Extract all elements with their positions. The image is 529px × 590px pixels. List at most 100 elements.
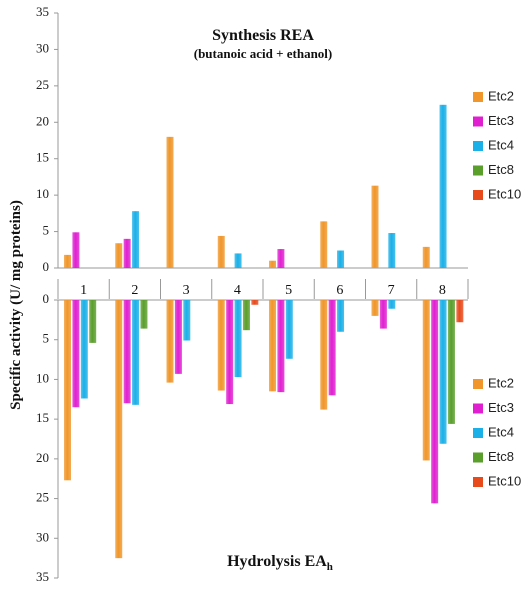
bar-hydrolysis-etc2 (64, 300, 71, 481)
category-label: 8 (439, 283, 446, 298)
bottom-y-tick-label: 15 (36, 410, 49, 425)
top-legend-label-etc2: Etc2 (488, 88, 514, 103)
synthesis-panel: 1 2 3 4 5 6 7 8 0 5 10 15 20 25 30 35 (36, 4, 469, 299)
category-label: 3 (183, 283, 190, 298)
category-label: 7 (388, 283, 395, 298)
bar-synthesis-etc4 (234, 253, 242, 268)
bottom-legend-swatch-etc4 (473, 428, 483, 438)
bar-hydrolysis-etc3 (431, 300, 439, 504)
bottom-title-main: Hydrolysis EA (227, 553, 327, 570)
bar-synthesis-etc2 (217, 235, 225, 268)
bar-hydrolysis-etc2 (371, 300, 379, 316)
category-label: 5 (285, 283, 292, 298)
bottom-y-tick-label: 20 (36, 450, 49, 465)
top-legend-label-etc3: Etc3 (488, 113, 514, 128)
bar-hydrolysis-etc8 (242, 300, 250, 331)
category-label: 1 (80, 283, 87, 298)
bar-hydrolysis-etc4 (234, 300, 242, 378)
top-legend-swatch-etc3 (473, 116, 483, 127)
top-y-tick-label: 30 (36, 40, 49, 55)
top-y-tick-label: 15 (36, 150, 49, 165)
category-label: 2 (131, 283, 138, 298)
top-legend-label-etc10: Etc10 (488, 186, 521, 201)
top-legend-swatch-etc4 (473, 141, 483, 151)
top-y-tick-label: 35 (36, 4, 49, 19)
bar-synthesis-etc3 (277, 249, 285, 268)
top-y-tick-label: 0 (43, 259, 50, 274)
bottom-legend-label-etc8: Etc8 (488, 449, 514, 464)
bottom-title-subscript: h (327, 561, 333, 573)
bottom-legend-swatch-etc3 (473, 403, 483, 414)
bar-hydrolysis-etc3 (328, 300, 336, 396)
bottom-legend-swatch-etc2 (473, 379, 483, 389)
top-legend-swatch-etc10 (473, 190, 483, 200)
bottom-y-tick-label: 35 (36, 569, 49, 584)
bottom-legend-swatch-etc8 (473, 452, 483, 463)
bar-hydrolysis-etc2 (217, 300, 225, 391)
bar-synthesis-etc2 (422, 246, 430, 268)
top-legend-label-etc4: Etc4 (488, 137, 514, 152)
bar-hydrolysis-etc2 (166, 300, 174, 383)
bottom-legend-label-etc10: Etc10 (488, 473, 521, 488)
bottom-y-tick-label: 10 (36, 370, 49, 385)
bar-hydrolysis-etc10 (456, 300, 464, 323)
bar-hydrolysis-etc8 (140, 300, 148, 329)
bottom-legend-swatch-etc10 (473, 477, 483, 487)
bar-hydrolysis-etc4 (337, 300, 345, 332)
bar-hydrolysis-etc8 (447, 300, 455, 424)
bar-hydrolysis-etc2 (269, 300, 276, 392)
bottom-legend-label-etc2: Etc2 (488, 375, 514, 390)
bar-hydrolysis-etc4 (439, 300, 447, 444)
bar-synthesis-etc4 (132, 211, 140, 268)
category-label: 4 (234, 283, 241, 298)
bar-hydrolysis-etc2 (320, 300, 328, 410)
bar-hydrolysis-etc4 (285, 300, 293, 359)
bar-hydrolysis-etc2 (422, 300, 430, 461)
bar-synthesis-etc4 (439, 104, 447, 268)
bar-hydrolysis-etc3 (226, 300, 234, 405)
bar-synthesis-etc2 (371, 185, 379, 268)
bar-synthesis-etc3 (72, 232, 80, 268)
bottom-y-tick-label: 25 (36, 490, 49, 505)
bar-hydrolysis-etc8 (89, 300, 97, 343)
bottom-legend-label-etc3: Etc3 (488, 400, 514, 415)
bar-hydrolysis-etc3 (379, 300, 387, 329)
bar-hydrolysis-etc3 (72, 300, 80, 408)
bar-synthesis-etc2 (115, 243, 123, 268)
bar-hydrolysis-etc4 (132, 300, 140, 405)
bottom-legend-label-etc4: Etc4 (488, 424, 514, 439)
top-legend-swatch-etc8 (473, 165, 483, 176)
legends: Etc2 Etc3 Etc4 Etc8 Etc10 Etc2 Etc3 Etc4 Etc8 Etc… (473, 88, 521, 488)
top-legend-label-etc8: Etc8 (488, 162, 514, 177)
top-y-tick-label: 10 (36, 186, 49, 201)
bar-hydrolysis-etc10 (251, 300, 259, 305)
bar-synthesis-etc2 (64, 254, 71, 268)
bar-hydrolysis-etc4 (183, 300, 191, 341)
category-label: 6 (336, 283, 343, 298)
bottom-title: Hydrolysis EAh (227, 553, 333, 573)
bar-synthesis-etc3 (123, 238, 131, 268)
top-y-tick-label: 20 (36, 113, 49, 128)
bar-synthesis-etc2 (166, 136, 174, 268)
hydrolysis-panel: 0 5 10 15 20 25 30 35 (36, 291, 468, 584)
bar-hydrolysis-etc3 (174, 300, 182, 374)
bar-hydrolysis-etc4 (80, 300, 88, 399)
bottom-y-tick-label: 30 (36, 529, 49, 544)
y-axis-label: Specific activity (U/ mg proteins) (8, 200, 24, 410)
bottom-y-tick-label: 5 (43, 331, 50, 346)
top-subtitle: (butanoic acid + ethanol) (194, 46, 333, 61)
bar-hydrolysis-etc3 (123, 300, 131, 404)
bar-hydrolysis-etc2 (115, 300, 123, 559)
top-title: Synthesis REA (212, 27, 314, 44)
bar-hydrolysis-etc3 (277, 300, 285, 393)
top-legend-swatch-etc2 (473, 92, 483, 102)
bar-synthesis-etc2 (269, 260, 276, 268)
bottom-y-tick-label: 0 (43, 291, 50, 306)
bar-synthesis-etc4 (337, 250, 345, 268)
top-y-tick-label: 25 (36, 77, 49, 92)
bar-hydrolysis-etc4 (388, 300, 396, 309)
top-y-tick-label: 5 (43, 223, 50, 238)
bar-synthesis-etc4 (388, 233, 396, 268)
